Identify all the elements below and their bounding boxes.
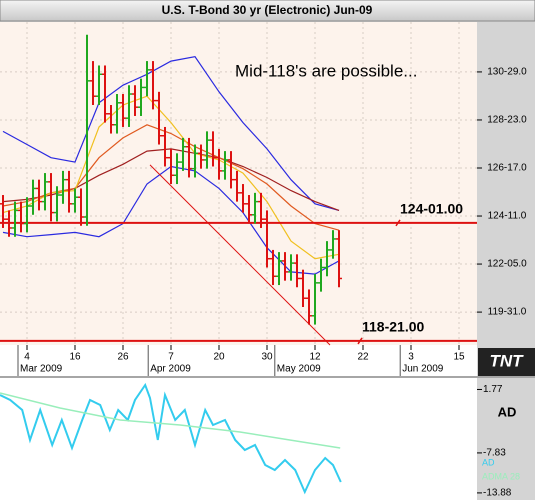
month-label: Jun 2009 xyxy=(402,364,444,375)
title-bar xyxy=(0,0,535,22)
annotation: Mid-118's are possible... xyxy=(235,61,417,80)
indicator-line xyxy=(2,148,340,211)
series-line xyxy=(0,392,341,449)
y-tick-label: 128-23.0 xyxy=(487,115,527,126)
x-tick-label: 15 xyxy=(453,352,465,363)
indicator-line xyxy=(2,56,340,211)
legend-entry: ADMA 28 xyxy=(482,471,520,481)
logo: TNT xyxy=(489,351,524,370)
month-label: May 2009 xyxy=(277,364,321,375)
x-tick-label: 26 xyxy=(117,352,129,363)
indicator-area xyxy=(0,378,477,500)
y-tick-label: 122-05.0 xyxy=(487,259,527,270)
indicator-line xyxy=(2,95,340,260)
x-tick-label: 20 xyxy=(213,352,225,363)
y-tick-label: 1.77 xyxy=(483,384,503,395)
legend-entry: AD xyxy=(482,457,495,467)
y-tick-label: -7.83 xyxy=(483,448,506,459)
x-tick-label: 12 xyxy=(309,352,321,363)
x-tick-label: 30 xyxy=(261,352,273,363)
x-tick-label: 3 xyxy=(408,352,414,363)
level-label: 124-01.00 xyxy=(400,201,463,217)
y-tick-label: -13.88 xyxy=(483,488,512,499)
y-tick-label: 124-11.0 xyxy=(488,211,527,222)
y-tick-label: 119-31.0 xyxy=(488,307,527,318)
level-marker xyxy=(395,219,401,227)
logo-box xyxy=(478,348,535,376)
y-tick-label: 126-17.0 xyxy=(487,163,527,174)
x-tick-label: 7 xyxy=(168,352,174,363)
month-label: Mar 2009 xyxy=(20,364,63,375)
indicator-line xyxy=(2,124,340,231)
chart-title: U.S. T-Bond 30 yr (Electronic) Jun-09 xyxy=(162,3,373,17)
x-axis-strip xyxy=(0,345,477,376)
x-tick-label: 22 xyxy=(357,352,369,363)
series-line xyxy=(0,382,342,495)
x-tick-label: 4 xyxy=(24,352,30,363)
panel-label: AD xyxy=(498,404,517,419)
month-label: Apr 2009 xyxy=(150,364,191,375)
channel-line xyxy=(149,164,331,346)
level-label: 118-21.00 xyxy=(362,319,424,335)
level-marker xyxy=(357,337,363,345)
x-tick-label: 16 xyxy=(69,352,81,363)
y-tick-label: 130-29.0 xyxy=(487,67,527,78)
